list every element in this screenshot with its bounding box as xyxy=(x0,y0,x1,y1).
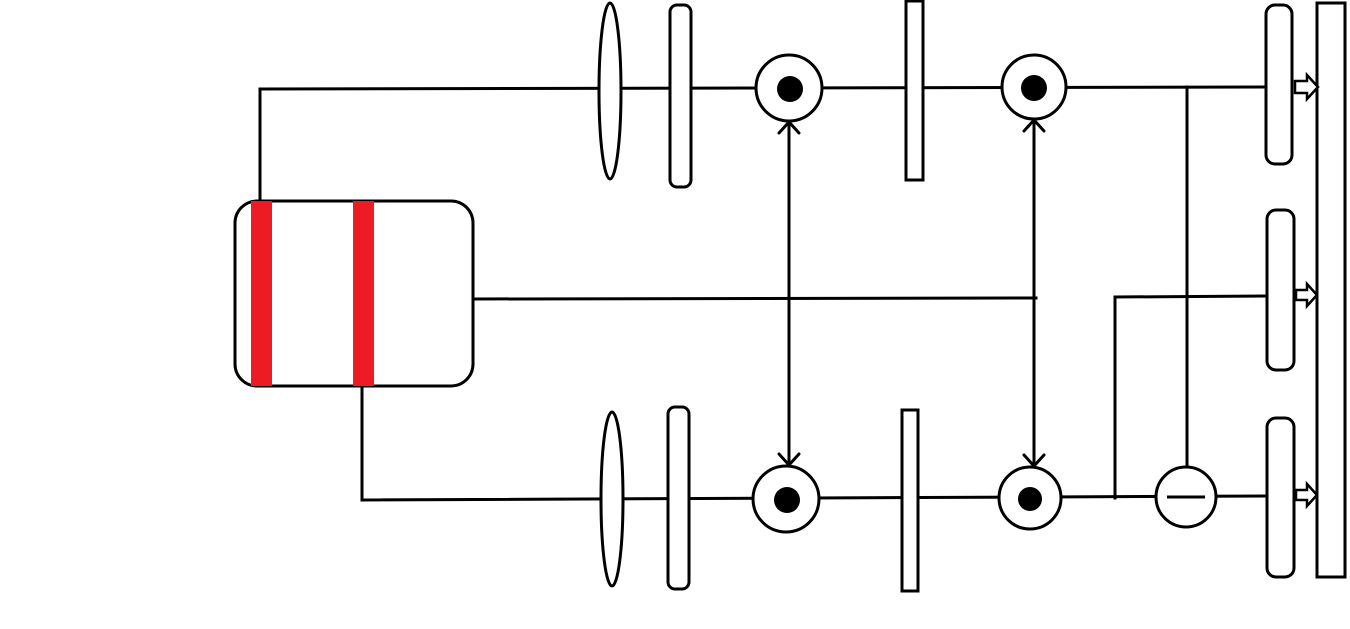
output-bar xyxy=(1315,1,1347,579)
red-bar-left xyxy=(251,201,272,386)
red-bar-right xyxy=(353,201,374,386)
output-plate-top xyxy=(1264,3,1294,166)
upper-filter-plate xyxy=(668,3,693,189)
output-plate-bottom xyxy=(1265,416,1296,579)
middle-main-line xyxy=(471,296,1038,301)
output-arrow-middle xyxy=(1294,280,1319,310)
output-arrow-bottom xyxy=(1294,480,1319,510)
lower-right-node-dot xyxy=(1018,487,1042,511)
upper-right-node-dot xyxy=(1021,75,1047,101)
lower-lens xyxy=(599,410,625,588)
upper-tall-plate xyxy=(904,0,925,182)
lower-left-node-dot xyxy=(774,487,800,513)
upper-left-node-dot xyxy=(777,76,803,102)
output-arrow-top xyxy=(1293,71,1320,103)
upper-lens xyxy=(597,1,623,181)
middle-branch-line xyxy=(1113,294,1268,299)
output-plate-middle xyxy=(1265,208,1296,372)
lower-tall-plate xyxy=(900,408,920,593)
lower-filter-plate xyxy=(666,405,691,591)
